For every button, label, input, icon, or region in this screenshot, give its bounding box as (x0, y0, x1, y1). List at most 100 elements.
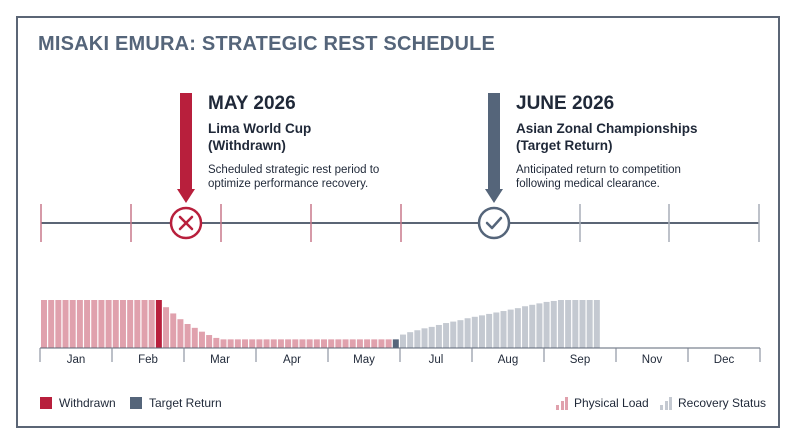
physical-load-bar (270, 339, 277, 348)
recovery-status-bar (500, 311, 507, 348)
event-desc-line1: Scheduled strategic rest period to (208, 164, 380, 176)
physical-load-bar (227, 339, 234, 348)
timeline-ticks (40, 204, 760, 242)
recovery-status-bar (407, 332, 414, 348)
physical-load-bar (349, 339, 356, 348)
physical-load-bar (119, 300, 126, 348)
month-label: Jul (429, 354, 444, 366)
physical-load-bar (306, 339, 313, 348)
physical-load-bar (242, 339, 249, 348)
month-label: Nov (642, 354, 663, 366)
physical-load-bar (41, 300, 47, 348)
physical-load-bar (177, 319, 184, 348)
physical-load-bar (170, 313, 177, 348)
physical-load-bar (134, 300, 141, 348)
event-name-line1: Lima World Cup (208, 121, 312, 136)
recovery-status-bar (471, 316, 478, 348)
physical-load-bar (256, 339, 263, 348)
recovery-status-bar (486, 313, 493, 348)
month-label: Feb (138, 354, 158, 366)
physical-load-bar (385, 339, 392, 348)
recovery-status-bar (565, 300, 572, 348)
event-name-line2: (Withdrawn) (208, 138, 286, 153)
physical-load-bar (127, 300, 134, 348)
recovery-status-bar (450, 321, 457, 348)
event-date: JUNE 2026 (516, 93, 615, 114)
event-desc-line2: following medical clearance. (516, 178, 660, 190)
physical-load-bar (299, 339, 306, 348)
recovery-status-bar (593, 300, 600, 348)
recovery-status-bar (536, 303, 543, 348)
event-desc-line1: Anticipated return to competition (516, 164, 681, 176)
physical-load-bar (69, 300, 76, 348)
physical-load-bar (378, 339, 385, 348)
physical-load-bar (321, 339, 327, 348)
month-labels: Jan Feb Mar Apr May Jul Aug Sep Nov Dec (67, 354, 735, 366)
physical-load-bar (112, 300, 119, 348)
recovery-status-bar (514, 308, 521, 348)
physical-load-bar (62, 300, 69, 348)
physical-load-bar (98, 300, 105, 348)
physical-load-bar (342, 339, 349, 348)
recovery-status-bar (557, 300, 564, 348)
physical-load-bar (364, 339, 371, 348)
recovery-status-bar (421, 328, 428, 348)
recovery-status-bar (414, 330, 421, 348)
physical-load-bar (335, 339, 342, 348)
physical-load-bar (213, 337, 220, 348)
recovery-status-bar (572, 300, 579, 348)
recovery-status-bar (579, 300, 586, 348)
recovery-status-bar (400, 334, 406, 348)
physical-load-bar (184, 324, 191, 348)
physical-load-bar (220, 339, 227, 348)
event-name-line2: (Target Return) (516, 138, 613, 153)
recovery-status-bar (543, 301, 550, 348)
legend-withdrawn: Withdrawn (40, 396, 116, 410)
legend-recovery-status-label: Recovery Status (678, 396, 767, 410)
recovery-status-bar (478, 315, 485, 348)
event-withdrawn: MAY 2026 Lima World Cup (Withdrawn) Sche… (208, 93, 428, 191)
target-return-marker (477, 93, 511, 240)
physical-load-bar (55, 300, 62, 348)
legend-recovery-status: Recovery Status (660, 396, 766, 410)
recovery-status-bar (507, 309, 514, 348)
month-label: Apr (283, 354, 301, 366)
month-label: Aug (498, 354, 518, 366)
legend-physical-load-label: Physical Load (574, 396, 649, 410)
month-label: Dec (714, 354, 735, 366)
physical-load-bar (91, 300, 98, 348)
physical-load-bar (206, 335, 213, 348)
recovery-status-bars (400, 300, 600, 348)
physical-load-bar (285, 339, 292, 348)
physical-load-bar (105, 300, 112, 348)
event-name-line1: Asian Zonal Championships (516, 121, 698, 136)
month-label: Mar (210, 354, 230, 366)
physical-load-bar (263, 339, 270, 348)
recovery-status-bar (443, 323, 450, 348)
physical-load-bar (76, 300, 83, 348)
physical-load-bar (292, 339, 299, 348)
recovery-status-bar (493, 312, 500, 348)
recovery-status-icon (660, 396, 672, 410)
month-ticks (39, 348, 761, 362)
recovery-status-bar (550, 300, 557, 348)
physical-load-bar (148, 300, 155, 348)
physical-load-bar (328, 339, 335, 348)
physical-load-bar (371, 339, 378, 348)
physical-load-bar (191, 327, 198, 348)
physical-load-bar (48, 300, 55, 348)
recovery-status-bar (457, 320, 464, 348)
month-label: May (353, 354, 375, 366)
month-label: Sep (570, 354, 590, 366)
legend-target-return-label: Target Return (149, 396, 222, 410)
check-circle-icon (477, 206, 511, 240)
physical-load-bar (356, 339, 363, 348)
x-circle-icon (169, 206, 203, 240)
month-label: Jan (67, 354, 86, 366)
event-date: MAY 2026 (208, 93, 296, 114)
withdrawn-swatch (40, 397, 52, 409)
physical-load-bar (163, 307, 170, 348)
legend-withdrawn-label: Withdrawn (59, 396, 116, 410)
recovery-status-bar (529, 304, 536, 348)
